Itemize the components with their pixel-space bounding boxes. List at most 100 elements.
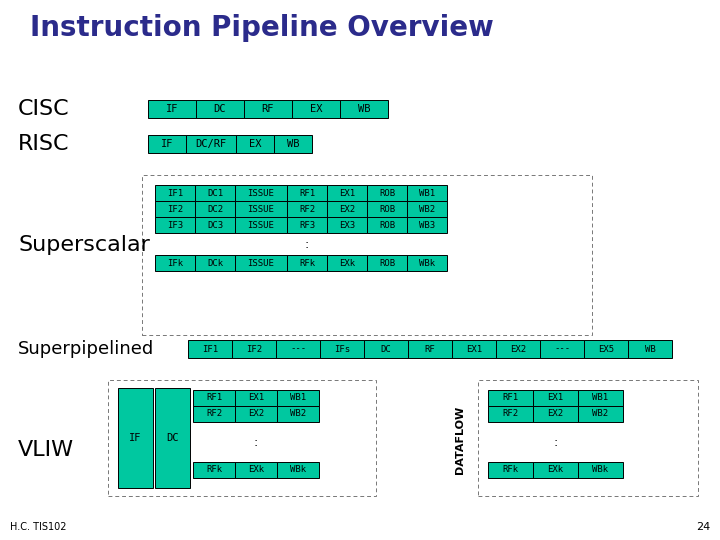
Text: ---: --- <box>290 345 306 354</box>
Text: IF3: IF3 <box>167 220 183 230</box>
Text: WBk: WBk <box>419 259 435 267</box>
Bar <box>628 340 672 358</box>
Text: RF1: RF1 <box>503 394 518 402</box>
Text: IFs: IFs <box>334 345 350 354</box>
Text: EX1: EX1 <box>339 188 355 198</box>
Text: RF3: RF3 <box>299 220 315 230</box>
Text: WBk: WBk <box>290 465 306 475</box>
Bar <box>364 340 408 358</box>
Bar <box>540 340 584 358</box>
Text: WB3: WB3 <box>419 220 435 230</box>
Bar <box>367 217 407 233</box>
Text: RF: RF <box>425 345 436 354</box>
Bar <box>327 217 367 233</box>
Bar <box>408 340 452 358</box>
Text: ROB: ROB <box>379 259 395 267</box>
Bar <box>195 201 235 217</box>
Text: DATAFLOW: DATAFLOW <box>455 406 465 474</box>
Text: ROB: ROB <box>379 220 395 230</box>
Bar <box>277 406 319 422</box>
Text: RFk: RFk <box>299 259 315 267</box>
Bar <box>367 255 407 271</box>
Text: RF1: RF1 <box>299 188 315 198</box>
Bar <box>407 185 447 201</box>
Bar <box>367 185 407 201</box>
Bar <box>277 462 319 478</box>
Text: Superpipelined: Superpipelined <box>18 340 154 358</box>
Bar <box>186 135 236 153</box>
Bar <box>235 201 287 217</box>
Bar <box>235 185 287 201</box>
Bar <box>327 201 367 217</box>
Bar <box>118 388 153 488</box>
Text: IF1: IF1 <box>202 345 218 354</box>
Bar <box>578 390 623 406</box>
Text: ISSUE: ISSUE <box>248 259 274 267</box>
Bar <box>276 340 320 358</box>
Text: EX5: EX5 <box>598 345 614 354</box>
Text: IF2: IF2 <box>246 345 262 354</box>
Text: IF: IF <box>166 104 179 114</box>
Bar <box>235 217 287 233</box>
Text: EXk: EXk <box>248 465 264 475</box>
Text: EX1: EX1 <box>466 345 482 354</box>
Text: DC: DC <box>166 433 179 443</box>
Bar <box>277 390 319 406</box>
Bar <box>488 390 533 406</box>
Bar <box>235 255 287 271</box>
Text: EXk: EXk <box>339 259 355 267</box>
Bar <box>193 390 235 406</box>
Text: EX2: EX2 <box>248 409 264 418</box>
Text: RF2: RF2 <box>503 409 518 418</box>
Bar <box>232 340 276 358</box>
Bar <box>578 406 623 422</box>
Bar <box>292 100 340 118</box>
Text: IF: IF <box>161 139 174 149</box>
Bar <box>196 100 244 118</box>
Text: Instruction Pipeline Overview: Instruction Pipeline Overview <box>30 14 494 42</box>
Text: WB1: WB1 <box>593 394 608 402</box>
Text: RF1: RF1 <box>206 394 222 402</box>
Bar <box>533 390 578 406</box>
Bar <box>478 380 698 496</box>
Bar <box>533 462 578 478</box>
Text: CISC: CISC <box>18 99 70 119</box>
Text: EX2: EX2 <box>339 205 355 213</box>
Bar <box>155 388 190 488</box>
Text: EX1: EX1 <box>248 394 264 402</box>
Text: EX2: EX2 <box>510 345 526 354</box>
Text: DC: DC <box>381 345 392 354</box>
Bar <box>188 340 232 358</box>
Text: WB: WB <box>644 345 655 354</box>
Text: RF2: RF2 <box>299 205 315 213</box>
Text: WB2: WB2 <box>419 205 435 213</box>
Bar <box>584 340 628 358</box>
Text: ISSUE: ISSUE <box>248 220 274 230</box>
Text: RF: RF <box>262 104 274 114</box>
Bar <box>195 255 235 271</box>
Text: IFk: IFk <box>167 259 183 267</box>
Bar <box>148 135 186 153</box>
Bar <box>287 217 327 233</box>
Text: ---: --- <box>554 345 570 354</box>
Bar <box>452 340 496 358</box>
Text: VLIW: VLIW <box>18 440 74 460</box>
Bar <box>367 201 407 217</box>
Bar <box>488 462 533 478</box>
Text: ROB: ROB <box>379 205 395 213</box>
Text: ISSUE: ISSUE <box>248 188 274 198</box>
Text: RISC: RISC <box>18 134 70 154</box>
Text: DC2: DC2 <box>207 205 223 213</box>
Text: :: : <box>254 435 258 449</box>
Text: WB2: WB2 <box>593 409 608 418</box>
Bar <box>287 201 327 217</box>
Text: EX: EX <box>248 139 261 149</box>
Bar <box>320 340 364 358</box>
Bar <box>155 201 195 217</box>
Bar <box>274 135 312 153</box>
Text: DC: DC <box>214 104 226 114</box>
Text: DCk: DCk <box>207 259 223 267</box>
Text: WB: WB <box>358 104 370 114</box>
Text: RFk: RFk <box>206 465 222 475</box>
Text: DC3: DC3 <box>207 220 223 230</box>
